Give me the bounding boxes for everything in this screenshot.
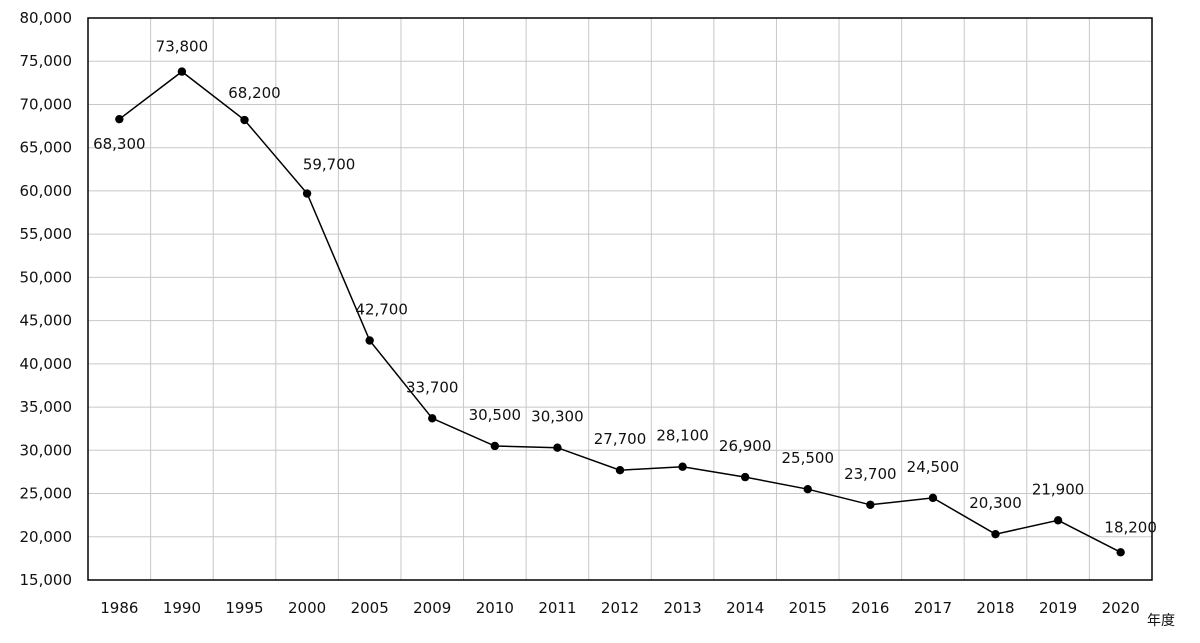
data-point (615, 465, 625, 475)
x-tick-label: 2020 (1102, 599, 1140, 617)
data-point (678, 462, 687, 471)
data-label: 30,500 (469, 406, 522, 424)
series (115, 67, 1125, 557)
data-label: 73,800 (156, 38, 209, 56)
data-point (991, 529, 1000, 539)
x-tick-label: 1995 (225, 599, 263, 617)
x-tick-label: 1986 (100, 599, 138, 617)
y-tick-label: 60,000 (20, 182, 73, 200)
data-label: 18,200 (1104, 518, 1157, 536)
plot-frame (87, 17, 1153, 581)
data-point (803, 485, 812, 494)
x-tick-label: 2012 (601, 599, 639, 617)
plot-border (87, 17, 1153, 581)
y-tick-label: 55,000 (20, 225, 73, 243)
data-label: 21,900 (1032, 480, 1085, 498)
data-label: 26,900 (719, 437, 772, 455)
x-tick-label: 2016 (851, 599, 889, 617)
y-tick-label: 40,000 (20, 355, 73, 373)
data-label: 42,700 (355, 301, 408, 319)
x-tick-label: 2014 (726, 599, 764, 617)
data-point (928, 493, 938, 503)
x-axis-unit-label: 年度 (1147, 613, 1175, 629)
data-point (553, 443, 562, 452)
x-tick-label: 2009 (413, 599, 451, 617)
data-label: 23,700 (844, 465, 897, 483)
data-point (365, 336, 374, 345)
data-label: 59,700 (303, 156, 356, 174)
y-tick-label: 70,000 (20, 95, 73, 113)
data-label: 24,500 (907, 458, 960, 476)
x-tick-label: 2017 (914, 599, 952, 617)
data-label: 28,100 (656, 427, 709, 445)
y-tick-label: 35,000 (20, 398, 73, 416)
x-tick-label: 2010 (476, 599, 514, 617)
x-tick-label: 2018 (976, 599, 1014, 617)
data-label: 20,300 (969, 494, 1022, 512)
data-label: 27,700 (594, 430, 647, 448)
y-tick-label: 20,000 (20, 528, 73, 546)
data-point (1053, 516, 1063, 525)
x-tick-label: 2015 (789, 599, 827, 617)
data-point (302, 189, 312, 198)
x-tick-label: 2011 (538, 599, 576, 617)
x-tick-label: 1990 (163, 599, 201, 617)
y-tick-label: 30,000 (20, 441, 73, 459)
y-tick-label: 75,000 (20, 52, 73, 70)
data-point (428, 414, 437, 423)
data-label: 68,300 (93, 135, 146, 153)
y-tick-label: 45,000 (20, 312, 73, 330)
data-point (740, 472, 750, 482)
y-tick-label: 80,000 (20, 9, 73, 27)
data-point (490, 441, 500, 451)
x-tick-label: 2000 (288, 599, 326, 617)
data-point (240, 115, 249, 125)
data-labels: 68,300 73,800 68,200 59,700 42,700 33,700 30,5… (93, 38, 1157, 537)
x-tick-label: 2005 (351, 599, 389, 617)
y-tick-label: 65,000 (20, 139, 73, 157)
data-point (1116, 548, 1125, 557)
x-axis: 1986 1990 1995 2000 2005 2009 2010 2011 2012 2013… (100, 599, 1140, 617)
data-point (115, 114, 124, 124)
y-tick-label: 25,000 (20, 485, 73, 503)
data-label: 30,300 (531, 408, 584, 426)
data-label: 25,500 (782, 449, 835, 467)
y-tick-label: 15,000 (20, 571, 73, 589)
y-tick-label: 50,000 (20, 268, 73, 286)
y-axis: 15,000 20,000 25,000 30,000 35,000 40,000 45,0… (20, 9, 73, 589)
data-point (177, 67, 187, 76)
data-label: 68,200 (228, 84, 281, 102)
x-tick-label: 2019 (1039, 599, 1077, 617)
data-label: 33,700 (406, 378, 459, 396)
series-line (118, 70, 1122, 553)
data-point (866, 500, 875, 509)
x-tick-label: 2013 (663, 599, 701, 617)
